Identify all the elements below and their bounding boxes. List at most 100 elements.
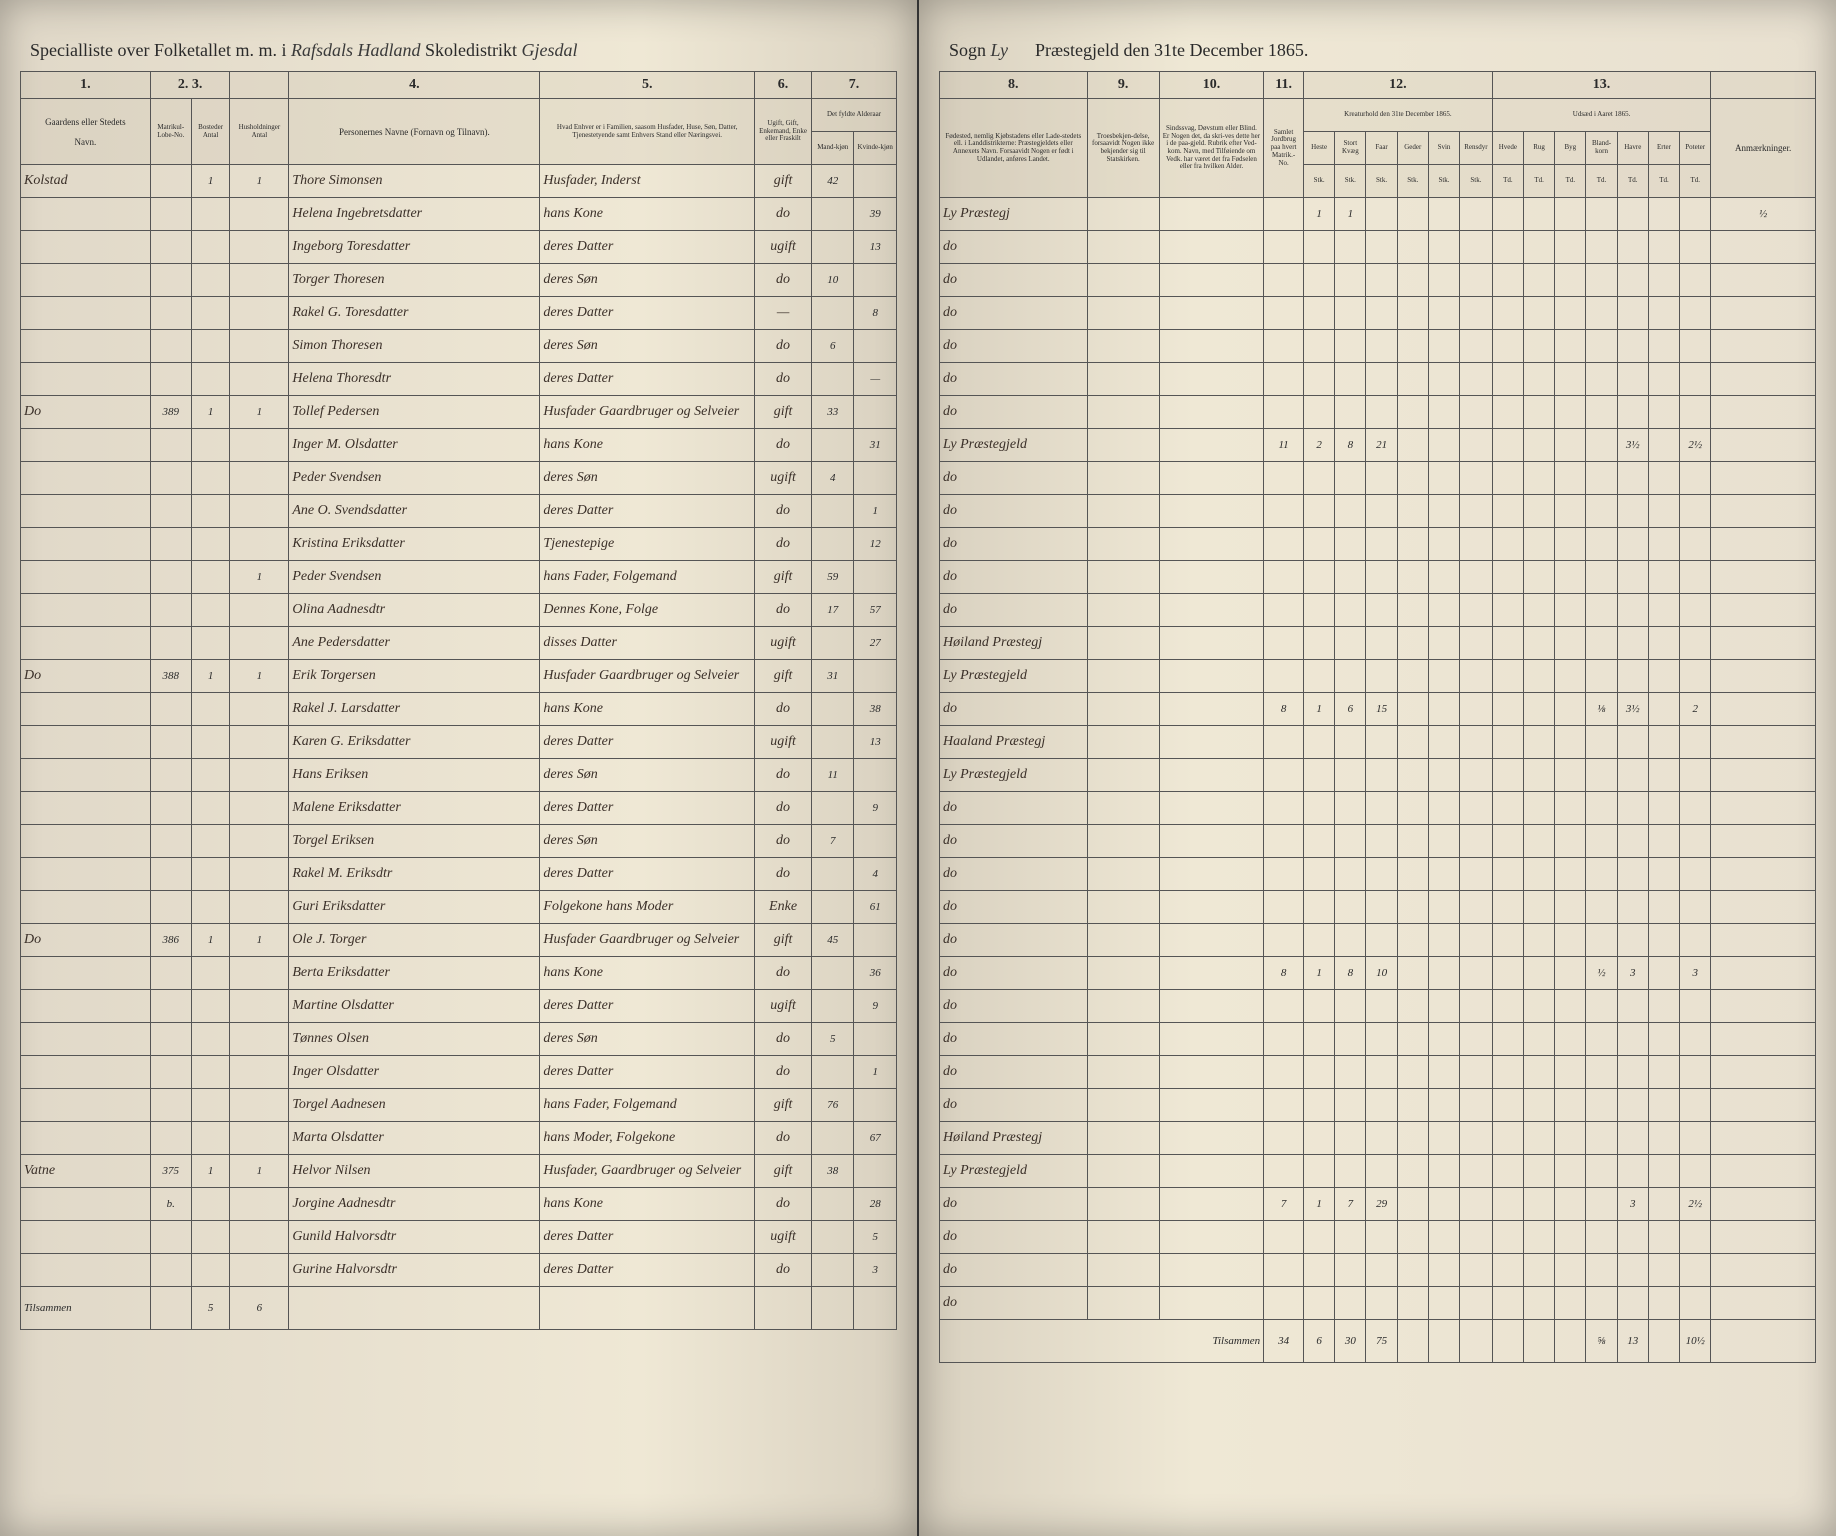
footer-label: Tilsammen [21,1287,151,1330]
h13-sub: Poteter [1680,132,1711,165]
table-row: Ane O. Svendsdatterderes Datterdo1 [21,495,897,528]
h-farm: Gaardens eller StedetsNavn. [21,99,151,165]
title-suffix: Skoledistrikt [425,40,517,60]
col7-num: 7. [812,72,897,99]
table-row: Torgel Eriksenderes Søndo7 [21,825,897,858]
table-row: do [940,891,1816,924]
table-row: do [940,528,1816,561]
footer-h: 6 [230,1287,289,1330]
col9-num: 9. [1087,72,1159,99]
census-book: Specialliste over Folketallet m. m. i Ra… [0,0,1836,1536]
right-footer: Tilsammen 34 6 30 75 ⅝ 13 10½ [940,1320,1816,1363]
table-row: Karen G. Eriksdatterderes Datterugift13 [21,726,897,759]
table-row: Gurine Halvorsdtrderes Datterdo3 [21,1254,897,1287]
table-row: Ly Præstegjeld1128213½2½ [940,429,1816,462]
sogn-label: Sogn [949,40,986,60]
h11: Samlet Jordbrug paa hvert Matrik.-No. [1264,99,1304,198]
title-prefix: Specialliste over Folketallet m. m. i [30,40,286,60]
h-rel: Hvad Enhver er i Familien, saasom Husfad… [540,99,755,165]
table-row: do [940,825,1816,858]
right-page: Sogn Ly Præstegjeld den 31te December 18… [919,0,1836,1536]
table-row: do [940,1023,1816,1056]
table-row: Do38811Erik TorgersenHusfader Gaardbruge… [21,660,897,693]
table-row: do81810½33 [940,957,1816,990]
left-page: Specialliste over Folketallet m. m. i Ra… [0,0,919,1536]
table-row: Helena Ingebretsdatterhans Konedo39 [21,198,897,231]
right-title: Sogn Ly Præstegjeld den 31te December 18… [939,40,1816,61]
h12-sub: Rensdyr [1460,132,1493,165]
table-row: do [940,1056,1816,1089]
table-row: do [940,1287,1816,1320]
col3-num [230,72,289,99]
footer-b: 5 [191,1287,230,1330]
h-bost: Bosteder Antal [191,99,230,165]
table-row: Inger M. Olsdatterhans Konedo31 [21,429,897,462]
footer-label-r: Tilsammen [940,1320,1264,1363]
parish-name: Gjesdal [521,40,577,60]
table-row: b.Jorgine Aadnesdtrhans Konedo28 [21,1188,897,1221]
date-text: Præstegjeld den 31te December 1865. [1035,40,1308,60]
table-row: do [940,990,1816,1023]
h13-sub: Erter [1648,132,1679,165]
table-row: do [940,462,1816,495]
table-row: Ly Præstegjeld [940,1155,1816,1188]
left-footer: Tilsammen 5 6 [21,1287,897,1330]
col6-num: 6. [755,72,812,99]
table-row: 1Peder Svendsenhans Fader, Folgemandgift… [21,561,897,594]
table-row: Haaland Præstegj [940,726,1816,759]
h8: Fødested, nemlig Kjøbstadens eller Lade-… [940,99,1088,198]
col8-num: 8. [940,72,1088,99]
col2-num: 2. 3. [150,72,230,99]
h13: Udsæd i Aaret 1865. [1492,99,1711,132]
h13-sub: Hvede [1492,132,1523,165]
table-row: Helena Thoresdtrderes Datterdo— [21,363,897,396]
table-row: do [940,594,1816,627]
h-age: Det fyldte Alderaar [812,99,897,132]
table-row: Guri EriksdatterFolgekone hans ModerEnke… [21,891,897,924]
table-row: Berta Eriksdatterhans Konedo36 [21,957,897,990]
table-row: do [940,924,1816,957]
table-row: Do38611Ole J. TorgerHusfader Gaardbruger… [21,924,897,957]
table-row: Rakel J. Larsdatterhans Konedo38 [21,693,897,726]
table-row: do [940,495,1816,528]
col10-num: 10. [1159,72,1263,99]
h13-sub: Bland-korn [1586,132,1617,165]
col12-num: 12. [1304,72,1493,99]
h-mno: Matrikul-Lobe-No. [150,99,191,165]
h12-sub: Geder [1397,132,1428,165]
table-row: do [940,561,1816,594]
table-row: do [940,858,1816,891]
footer-c11: 34 [1264,1320,1304,1363]
table-row: do [940,1254,1816,1287]
table-row: Rakel M. Eriksdtrderes Datterdo4 [21,858,897,891]
table-row: Høiland Præstegj [940,1122,1816,1155]
h12-sub: Svin [1428,132,1459,165]
h13-sub: Rug [1524,132,1555,165]
table-row: Gunild Halvorsdtrderes Datterugift5 [21,1221,897,1254]
table-row: do7172932½ [940,1188,1816,1221]
table-row: Rakel G. Toresdatterderes Datter—8 [21,297,897,330]
table-row: Inger Olsdatterderes Datterdo1 [21,1056,897,1089]
table-row: do [940,396,1816,429]
col5-num: 5. [540,72,755,99]
table-row: Tønnes Olsenderes Søndo5 [21,1023,897,1056]
table-row: Kristina EriksdatterTjenestepigedo12 [21,528,897,561]
h12-sub: Heste [1304,132,1335,165]
table-row: do [940,363,1816,396]
table-row: Kolstad11Thore SimonsenHusfader, Inderst… [21,165,897,198]
table-row: do [940,792,1816,825]
table-row: Høiland Præstegj [940,627,1816,660]
table-row: do [940,297,1816,330]
table-row: Peder Svendsenderes Sønugift4 [21,462,897,495]
col13-num: 13. [1492,72,1711,99]
table-row: do [940,1221,1816,1254]
table-row: Ane Pedersdatterdisses Datterugift27 [21,627,897,660]
table-row: Malene Eriksdatterderes Datterdo9 [21,792,897,825]
table-row: Torger Thoresenderes Søndo10 [21,264,897,297]
table-row: do [940,1089,1816,1122]
h13-sub: Byg [1555,132,1586,165]
col11-num: 11. [1264,72,1304,99]
col-anm [1711,72,1816,99]
district-name: Rafsdals Hadland [291,40,421,60]
h-ms: Ugift, Gift, Enkemand, Enke eller Fraski… [755,99,812,165]
